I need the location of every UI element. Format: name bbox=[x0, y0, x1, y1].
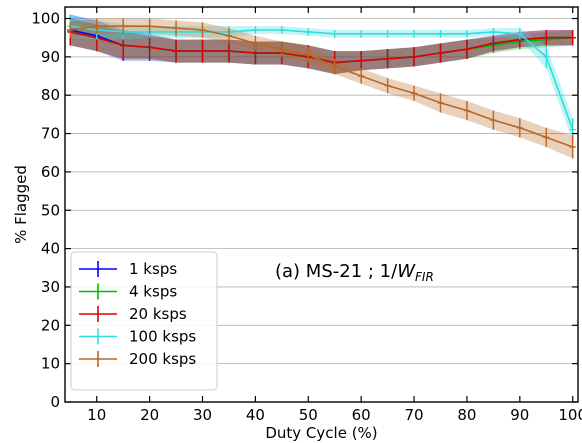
y-tick-label: 30 bbox=[41, 278, 60, 296]
legend-box bbox=[70, 251, 218, 391]
x-tick-label: 30 bbox=[193, 406, 212, 424]
y-tick-label: 20 bbox=[41, 316, 60, 334]
chart-annotation: (a) MS-21 ; 1/WFIR bbox=[275, 261, 434, 284]
x-tick-label: 10 bbox=[87, 406, 106, 424]
series-line bbox=[70, 25, 574, 130]
x-tick-label: 80 bbox=[457, 406, 476, 424]
legend: 1 ksps 4 ksps 20 ksps 100 ksps 200 ksps bbox=[70, 251, 218, 391]
x-tick-label: 40 bbox=[246, 406, 265, 424]
annotation-variable: W bbox=[397, 261, 416, 282]
series-line bbox=[70, 25, 573, 148]
y-tick-label: 50 bbox=[41, 201, 60, 219]
x-tick-label: 50 bbox=[299, 406, 318, 424]
error-band bbox=[70, 14, 573, 142]
y-tick-label: 0 bbox=[50, 393, 60, 411]
legend-label: 200 ksps bbox=[129, 350, 196, 368]
x-tick-label: 70 bbox=[405, 406, 424, 424]
error-bands bbox=[70, 14, 573, 159]
series-line bbox=[70, 31, 573, 64]
y-tick-label: 60 bbox=[41, 163, 60, 181]
legend-label: 4 ksps bbox=[129, 283, 177, 301]
ticks: 10 20 30 40 50 60 70 80 90 100 0 10 20 30 40 50 60 70 80 90… bbox=[31, 7, 582, 424]
legend-label: 1 ksps bbox=[129, 260, 177, 278]
legend-label: 100 ksps bbox=[129, 328, 196, 346]
error-band bbox=[70, 18, 573, 75]
error-band bbox=[70, 14, 573, 75]
error-bars bbox=[67, 14, 576, 159]
annotation-subscript: FIR bbox=[415, 270, 434, 284]
error-band bbox=[70, 18, 573, 75]
plot-frame bbox=[64, 6, 579, 403]
x-tick-label: 100 bbox=[558, 406, 582, 424]
y-tick-label: 10 bbox=[41, 355, 60, 373]
series-lines bbox=[70, 25, 574, 148]
y-tick-label: 70 bbox=[41, 125, 60, 143]
y-tick-label: 40 bbox=[41, 240, 60, 258]
legend-label: 20 ksps bbox=[129, 305, 187, 323]
x-axis-title: Duty Cycle (%) bbox=[265, 424, 377, 442]
y-axis-title: % Flagged bbox=[12, 165, 30, 244]
annotation-prefix: (a) MS-21 ; 1/ bbox=[275, 261, 398, 282]
x-tick-label: 60 bbox=[352, 406, 371, 424]
x-tick-label: 90 bbox=[510, 406, 529, 424]
y-tick-label: 80 bbox=[41, 86, 60, 104]
axes bbox=[64, 6, 579, 403]
y-tick-label: 100 bbox=[31, 10, 60, 28]
y-tick-label: 90 bbox=[41, 48, 60, 66]
x-tick-label: 20 bbox=[140, 406, 159, 424]
